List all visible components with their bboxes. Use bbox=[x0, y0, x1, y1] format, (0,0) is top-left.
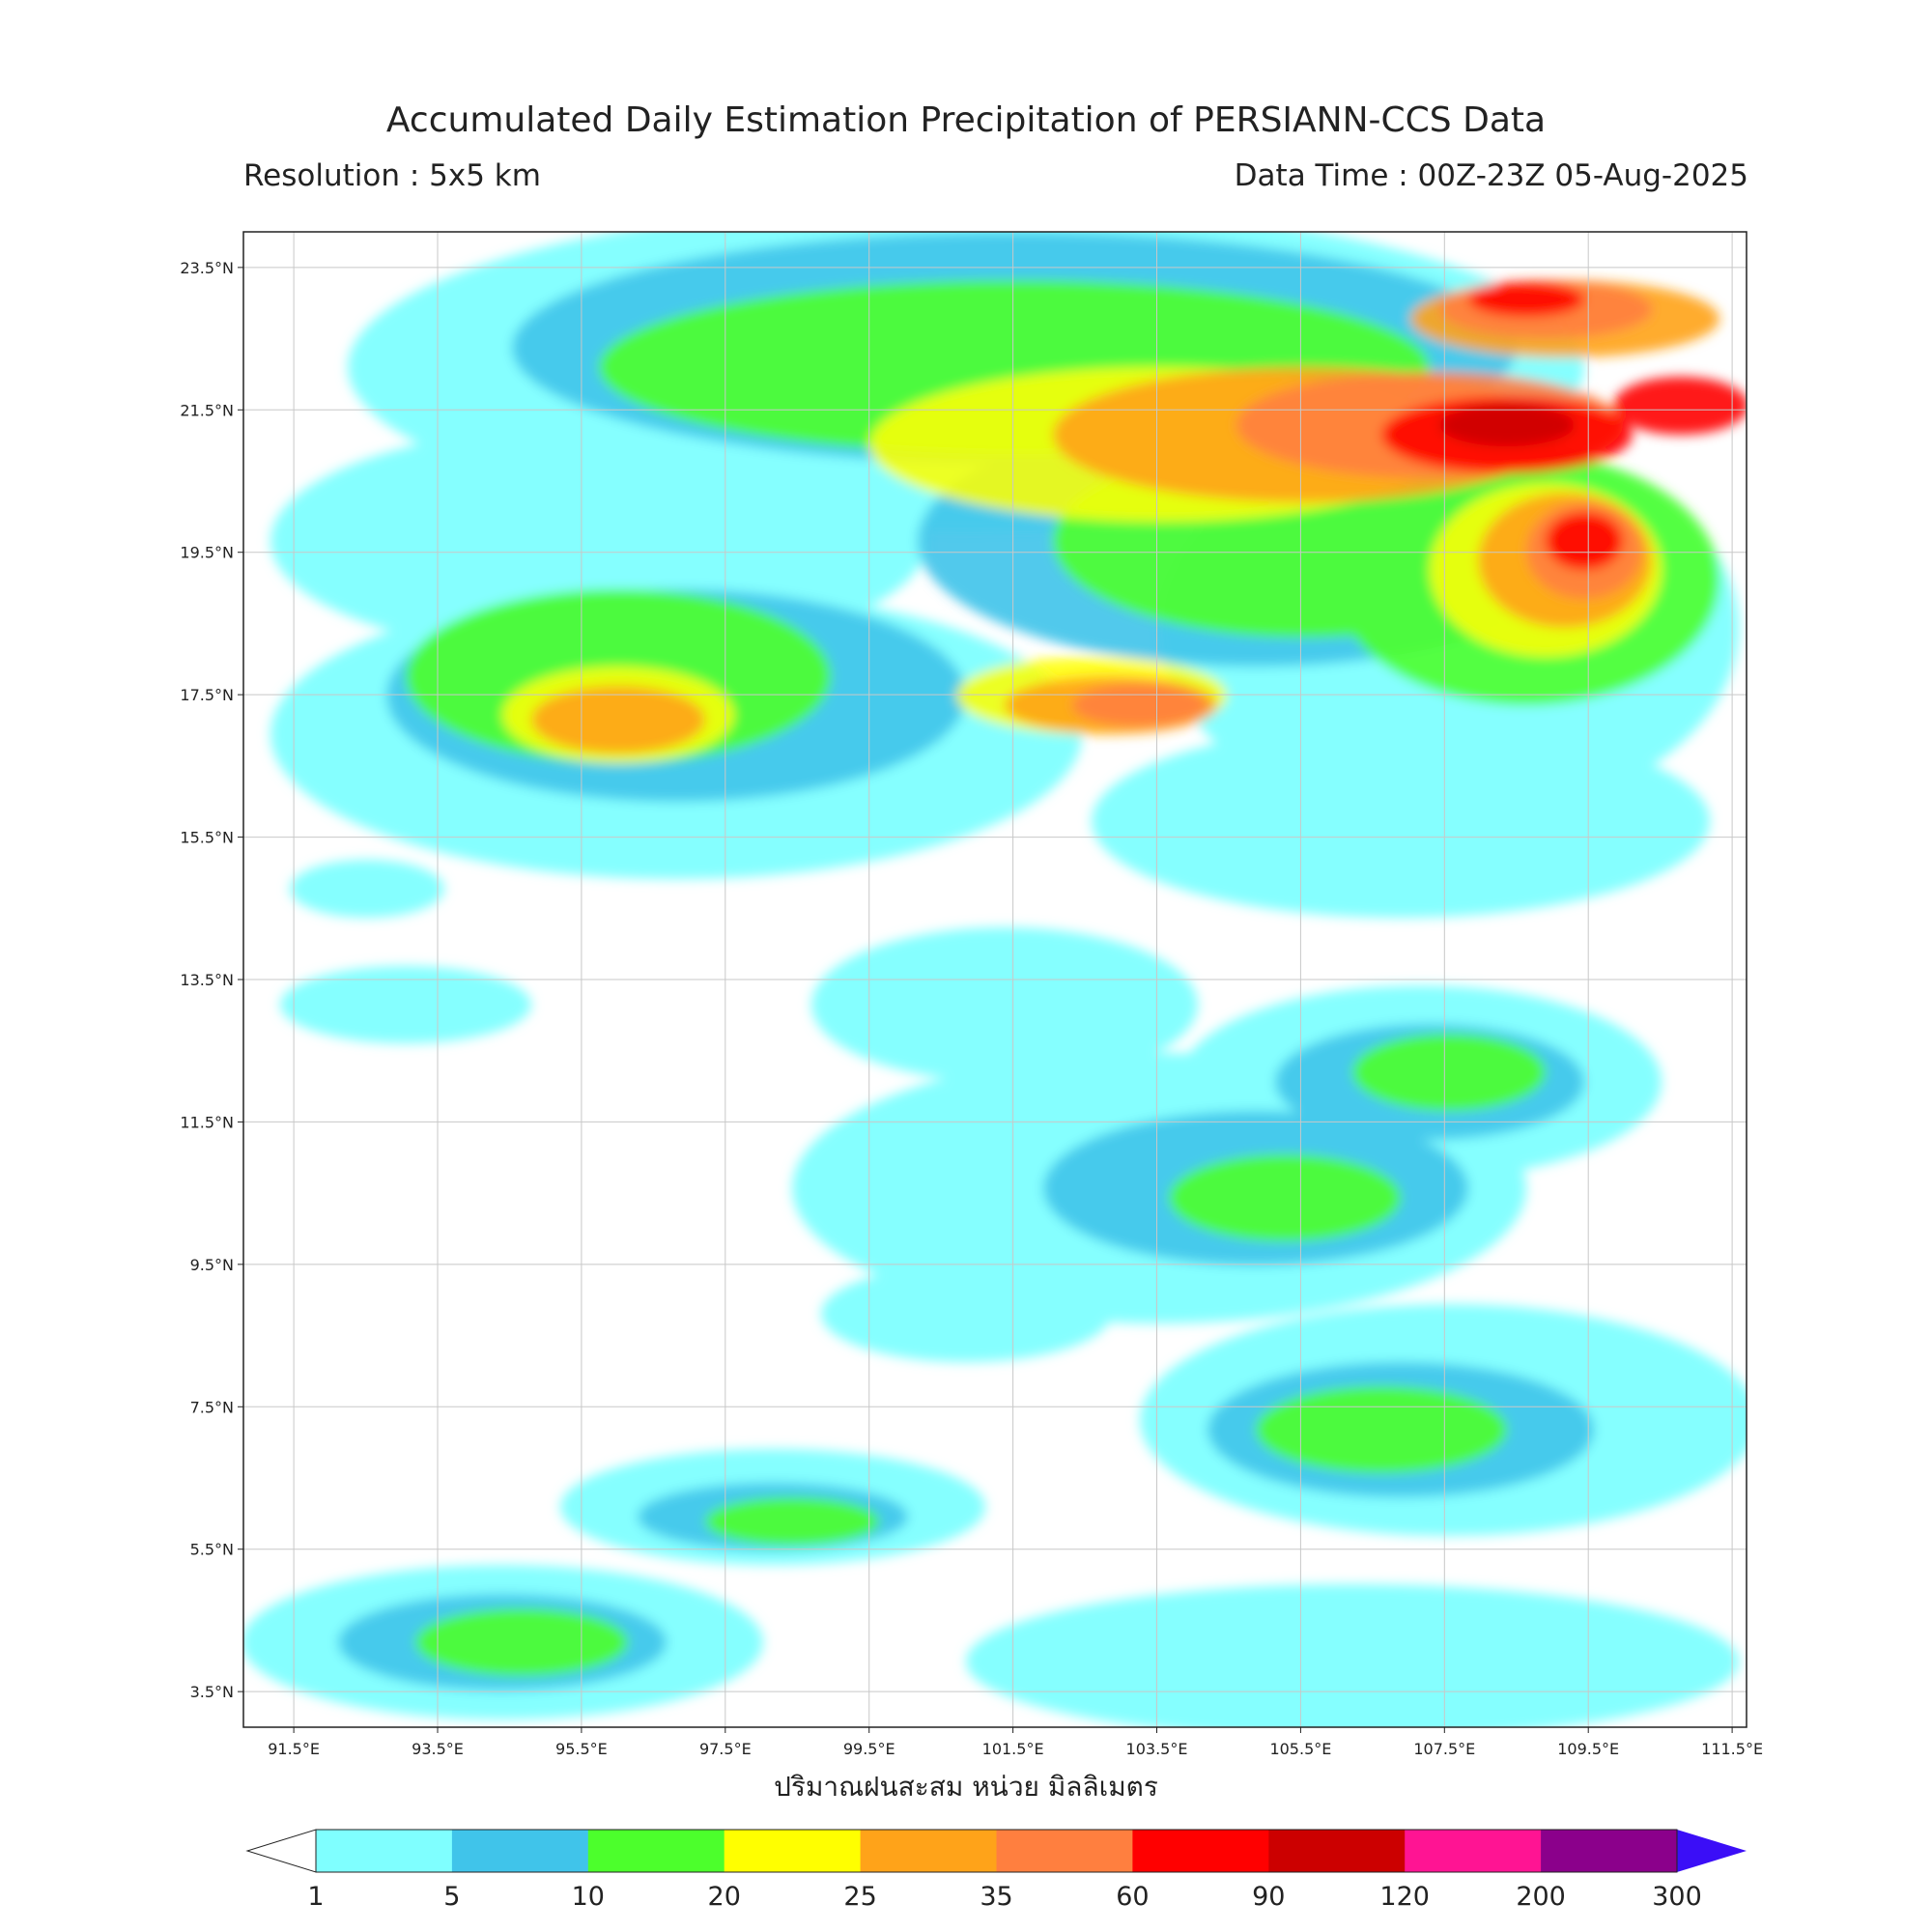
chart-title: Accumulated Daily Estimation Precipitati… bbox=[385, 100, 1547, 140]
colorbar-label: 60 bbox=[1116, 1882, 1149, 1912]
colorbar-segment bbox=[996, 1830, 1133, 1872]
lat-tick-label: 11.5°N bbox=[180, 1113, 234, 1131]
lon-tick-label: 107.5°E bbox=[1413, 1740, 1475, 1758]
latitude-ticks: 3.5°N 5.5°N 7.5°N 9.5°N 11.5°N 13.5°N 15.5°N 17… bbox=[180, 259, 243, 1701]
colorbar-label: 5 bbox=[443, 1882, 460, 1912]
lat-tick-label: 7.5°N bbox=[190, 1398, 234, 1416]
colorbar-segment bbox=[451, 1830, 589, 1872]
resolution-label: Resolution : 5x5 km bbox=[243, 158, 541, 193]
rain-field bbox=[243, 232, 1747, 1727]
lon-tick-label: 111.5°E bbox=[1701, 1740, 1763, 1758]
lon-tick-label: 91.5°E bbox=[268, 1740, 320, 1758]
colorbar-segment bbox=[1132, 1830, 1269, 1872]
colorbar-segment bbox=[1405, 1830, 1542, 1872]
lat-tick-label: 5.5°N bbox=[190, 1541, 234, 1559]
lon-tick-label: 95.5°E bbox=[555, 1740, 608, 1758]
colorbar-segment bbox=[316, 1830, 453, 1872]
x-axis-label: ปริมาณฝนสะสม หน่วย มิลลิเมตร bbox=[774, 1771, 1158, 1803]
lat-tick-label: 17.5°N bbox=[180, 686, 234, 704]
colorbar-over-arrow bbox=[1677, 1830, 1747, 1872]
lat-tick-label: 23.5°N bbox=[180, 259, 234, 277]
colorbar-label: 300 bbox=[1652, 1882, 1702, 1912]
colorbar-segment bbox=[724, 1830, 862, 1872]
colorbar-label: 25 bbox=[843, 1882, 876, 1912]
colorbar-under-arrow bbox=[245, 1829, 317, 1873]
lon-tick-label: 109.5°E bbox=[1557, 1740, 1619, 1758]
colorbar-label: 10 bbox=[572, 1882, 605, 1912]
colorbar-outline bbox=[315, 1829, 1678, 1873]
graticule bbox=[243, 232, 1747, 1727]
data-time-label: Data Time : 00Z-23Z 05-Aug-2025 bbox=[1234, 158, 1748, 193]
lon-tick-label: 105.5°E bbox=[1269, 1740, 1331, 1758]
lat-tick-label: 9.5°N bbox=[190, 1256, 234, 1274]
lat-tick-label: 15.5°N bbox=[180, 829, 234, 847]
lat-tick-label: 21.5°N bbox=[180, 401, 234, 419]
lat-tick-label: 19.5°N bbox=[180, 544, 234, 562]
lon-tick-label: 97.5°E bbox=[699, 1740, 752, 1758]
lat-tick-label: 3.5°N bbox=[190, 1683, 234, 1701]
colorbar: 1 5 10 20 25 35 60 90 120 200 300 bbox=[245, 1829, 1747, 1912]
colorbar-label: 1 bbox=[307, 1882, 324, 1912]
colorbar-label: 200 bbox=[1516, 1882, 1566, 1912]
lon-tick-label: 103.5°E bbox=[1126, 1740, 1188, 1758]
longitude-ticks: 91.5°E 93.5°E 95.5°E 97.5°E 99.5°E 101.5°E 103… bbox=[268, 1727, 1763, 1758]
colorbar-segment bbox=[1541, 1830, 1678, 1872]
colorbar-label: 20 bbox=[708, 1882, 741, 1912]
lon-tick-label: 93.5°E bbox=[412, 1740, 464, 1758]
colorbar-label: 35 bbox=[980, 1882, 1012, 1912]
lat-tick-label: 13.5°N bbox=[180, 971, 234, 989]
colorbar-label: 90 bbox=[1252, 1882, 1285, 1912]
lon-tick-label: 101.5°E bbox=[982, 1740, 1044, 1758]
colorbar-segment bbox=[587, 1830, 725, 1872]
colorbar-label: 120 bbox=[1379, 1882, 1430, 1912]
lon-tick-label: 99.5°E bbox=[843, 1740, 895, 1758]
colorbar-segment bbox=[1268, 1830, 1406, 1872]
colorbar-segment bbox=[860, 1830, 997, 1872]
